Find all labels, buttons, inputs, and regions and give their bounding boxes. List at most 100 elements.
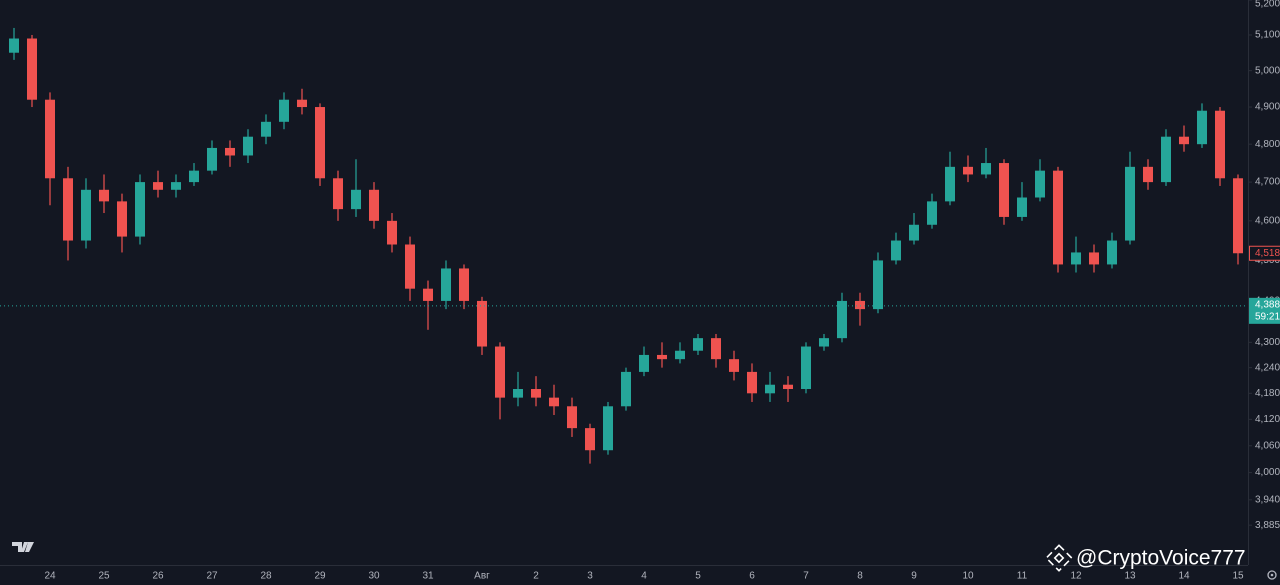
candle-body (441, 268, 451, 301)
candle-body (135, 182, 145, 237)
candle-body (783, 384, 793, 390)
candle-body (351, 189, 361, 210)
candle-body (1161, 136, 1171, 183)
candle-body (81, 189, 91, 241)
watermark: @CryptoVoice777 (1076, 547, 1246, 570)
candle-body (603, 406, 613, 451)
candle-body (369, 189, 379, 221)
price-label-box (1249, 297, 1280, 324)
x-tick-label: 25 (98, 571, 110, 582)
plot (0, 27, 1248, 464)
candle-body (243, 136, 253, 156)
candle-body (9, 38, 19, 53)
price-countdown: 59:21 (1255, 311, 1280, 322)
candle-body (1089, 252, 1099, 265)
y-tick-label: 4,000 (1255, 467, 1280, 478)
candle-body (675, 350, 685, 360)
candle-body (945, 166, 955, 202)
candle-body (513, 389, 523, 398)
x-tick-label: 28 (260, 571, 272, 582)
candle-body (99, 189, 109, 202)
candle-body (1035, 170, 1045, 198)
candle-body (333, 178, 343, 210)
candle-body (495, 346, 505, 398)
candle-body (1215, 110, 1225, 179)
binance-icon (1045, 544, 1073, 572)
candle-body (873, 260, 883, 310)
x-tick-label: 9 (911, 571, 917, 582)
candle-body (801, 346, 811, 390)
axes: 3,885 3,940 4,000 4,060 4,120 4,180 4,240 4,300… (44, 0, 1280, 582)
candle-body (1197, 110, 1207, 145)
candle-body (531, 389, 541, 398)
candle-body (225, 147, 235, 156)
candle-body (387, 220, 397, 245)
candle-body (657, 354, 667, 360)
candle-body (693, 338, 703, 351)
price-label: 4,388 (1255, 299, 1280, 310)
x-tick-label: 27 (206, 571, 218, 582)
candle-body (1053, 170, 1063, 265)
candle-body (459, 268, 469, 301)
x-tick-label: Авг (474, 571, 490, 582)
candle-body (855, 300, 865, 310)
x-tick-label: 5 (695, 571, 701, 582)
candle-body (1071, 252, 1081, 265)
candle-body (981, 163, 991, 175)
x-tick-label: 14 (1178, 571, 1190, 582)
candle-body (45, 99, 55, 179)
candle-body (189, 170, 199, 183)
y-tick-label: 4,800 (1255, 139, 1280, 150)
candle-body (909, 224, 919, 241)
candle-body (729, 359, 739, 372)
x-tick-label: 4 (641, 571, 647, 582)
y-tick-label: 4,180 (1255, 388, 1280, 399)
x-tick-label: 8 (857, 571, 863, 582)
y-tick-label: 3,940 (1255, 494, 1280, 505)
candle-body (639, 354, 649, 372)
x-tick-label: 13 (1124, 571, 1136, 582)
candle-body (747, 371, 757, 394)
x-tick-label: 24 (44, 571, 56, 582)
candle-body (315, 107, 325, 179)
y-tick-label: 5,200 (1255, 0, 1280, 10)
x-tick-label: 29 (314, 571, 326, 582)
candle-body (891, 240, 901, 261)
candle-body (711, 338, 721, 360)
x-tick-label: 12 (1070, 571, 1082, 582)
x-tick-label: 26 (152, 571, 164, 582)
y-tick-label: 4,600 (1255, 215, 1280, 226)
y-tick-label: 4,900 (1255, 102, 1280, 113)
candle-body (585, 428, 595, 451)
y-tick-label: 4,120 (1255, 414, 1280, 425)
candle-body (405, 244, 415, 289)
x-tick-label: 7 (803, 571, 809, 582)
tradingview-logo (12, 542, 34, 552)
candle-body (1107, 240, 1117, 265)
price-label: 4,518 (1255, 248, 1280, 259)
candle-body (549, 397, 559, 407)
x-tick-label: 3 (587, 571, 593, 582)
y-tick-label: 5,100 (1255, 30, 1280, 41)
candle-body (765, 384, 775, 394)
y-tick-label: 5,000 (1255, 65, 1280, 76)
candle-body (279, 99, 289, 122)
candle-body (1143, 166, 1153, 183)
candle-body (837, 300, 847, 339)
x-tick-label: 2 (533, 571, 539, 582)
candle-body (297, 99, 307, 108)
candle-body (1125, 166, 1135, 241)
candle-body (963, 166, 973, 175)
price-label-box (1249, 245, 1280, 261)
x-tick-label: 10 (962, 571, 974, 582)
candle-body (261, 121, 271, 137)
x-tick-label: 6 (749, 571, 755, 582)
y-tick-label: 3,885 (1255, 520, 1280, 531)
y-tick-label: 4,300 (1255, 337, 1280, 348)
candle-body (27, 38, 37, 100)
y-tick-label: 4,060 (1255, 440, 1280, 451)
y-tick-label: 4,240 (1255, 362, 1280, 373)
candle-body (999, 163, 1009, 217)
